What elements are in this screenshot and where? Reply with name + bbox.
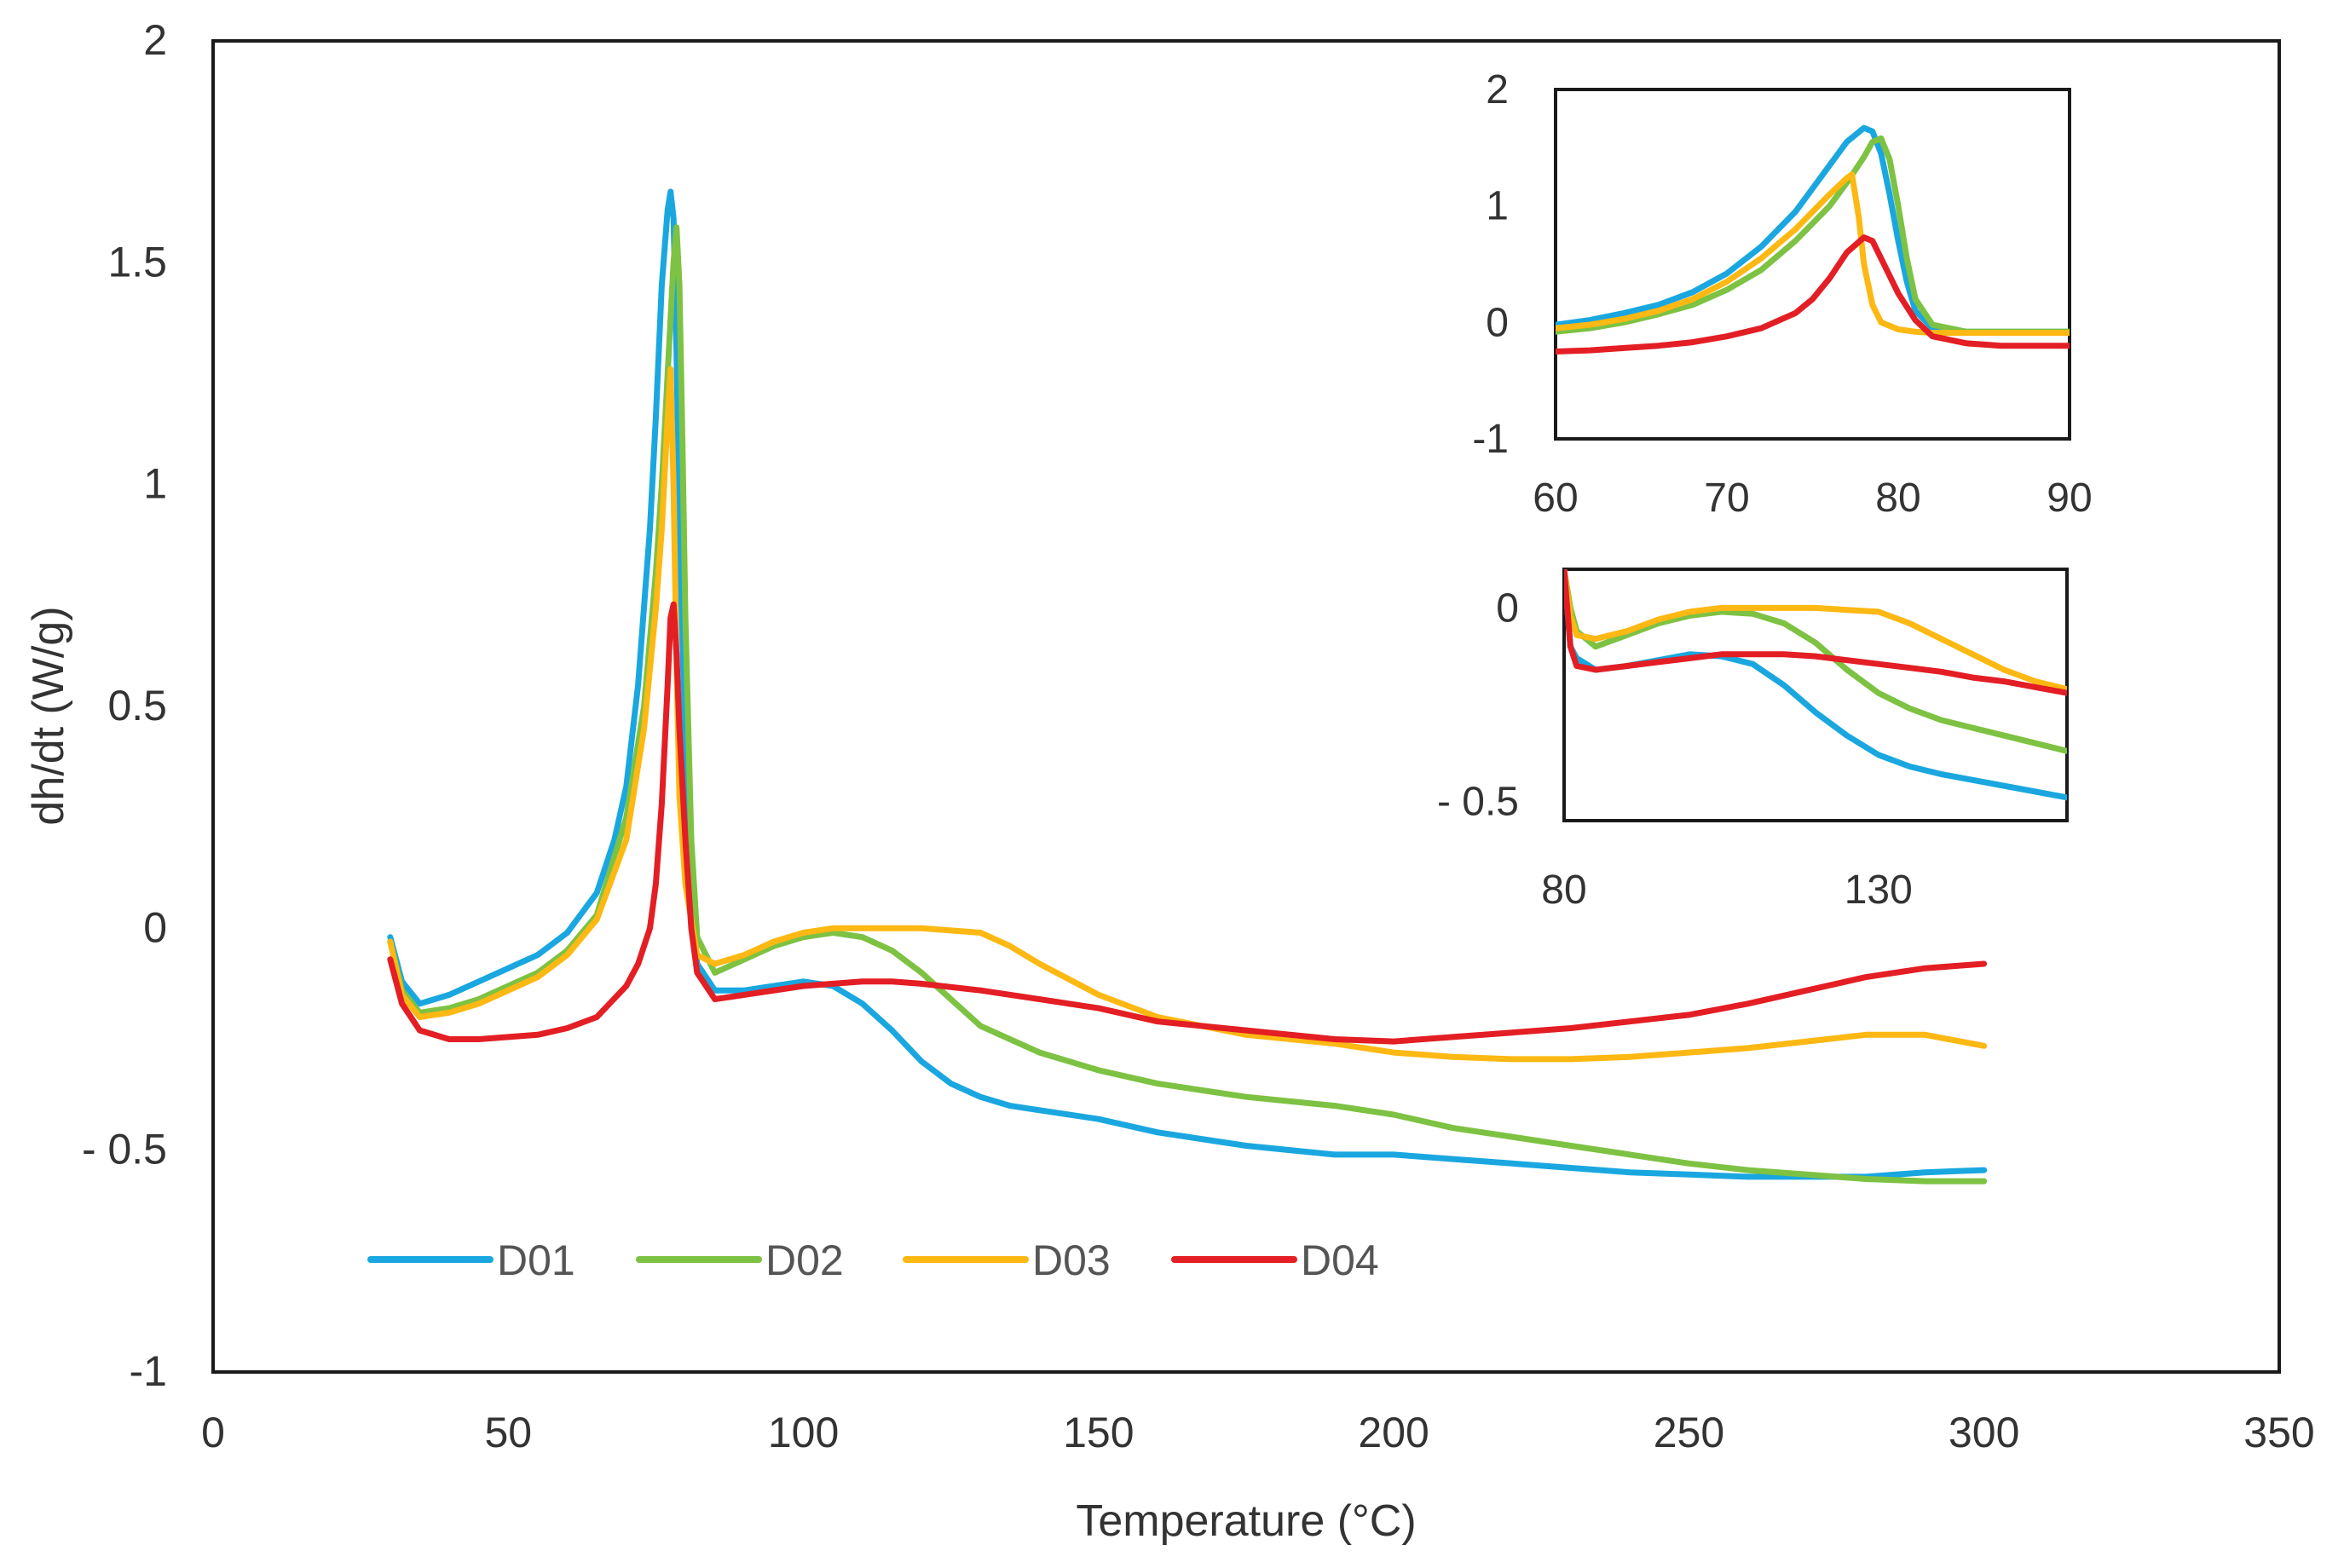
- inset-peak-y-tick-labels: -1 0 1 2: [1472, 67, 1509, 462]
- inset-tail-plot: 80 130 0 - 0.5: [1437, 568, 2069, 913]
- main-series-group: [387, 188, 1988, 1185]
- inset-tail-series-line-d04: [1564, 569, 2067, 696]
- main-x-tick-labels: 0 50 100 150 200 250 300 350: [201, 1409, 2315, 1456]
- main-x-tick-label: 0: [201, 1409, 225, 1456]
- main-plot-frame: [211, 39, 2281, 1374]
- inset-peak-y-tick-label: 0: [1486, 300, 1509, 345]
- inset-peak-x-tick-label: 60: [1533, 476, 1578, 521]
- inset-tail-y-tick-label: 0: [1496, 585, 1519, 631]
- legend-label-d02: D02: [765, 1237, 844, 1284]
- main-y-tick-label: 1.5: [107, 238, 167, 285]
- main-y-tick-label: - 0.5: [82, 1126, 167, 1173]
- inset-tail-x-tick-labels: 80 130: [1541, 868, 1912, 913]
- legend: D01 D02 D03 D04: [367, 1237, 1379, 1284]
- main-x-tick-label: 200: [1358, 1409, 1429, 1456]
- x-axis-title: Temperature (°C): [1076, 1496, 1416, 1546]
- main-x-tick-label: 300: [1949, 1409, 2019, 1456]
- main-y-tick-label: 0: [143, 903, 167, 951]
- main-x-tick-label: 350: [2243, 1409, 2314, 1456]
- inset-peak-series-line-d03: [1556, 171, 2070, 337]
- inset-tail-x-tick-label: 130: [1845, 868, 1913, 913]
- main-y-tick-label: -1: [130, 1347, 167, 1395]
- main-y-tick-label: 0.5: [107, 682, 167, 729]
- inset-peak-x-tick-label: 70: [1704, 476, 1749, 521]
- main-series-line-d04: [387, 601, 1988, 1045]
- inset-tail-x-tick-label: 80: [1541, 868, 1586, 913]
- inset-peak-x-tick-label: 80: [1875, 476, 1920, 521]
- main-y-tick-labels: -1 - 0.5 0 0.5 1 1.5 2: [82, 16, 167, 1395]
- inset-peak-x-tick-labels: 60 70 80 90: [1533, 476, 2092, 521]
- inset-peak-series-line-d02: [1556, 135, 2070, 335]
- inset-tail-series-group: [1564, 569, 2067, 801]
- inset-peak-series-group: [1556, 124, 2070, 355]
- main-x-tick-label: 100: [768, 1409, 839, 1456]
- main-x-tick-label: 250: [1654, 1409, 1724, 1456]
- inset-peak-y-tick-label: 1: [1486, 184, 1509, 229]
- main-x-tick-label: 150: [1063, 1409, 1134, 1456]
- main-plot: 0 50 100 150 200 250 300 350 -1- 0.500.511.52 T…: [24, 16, 2315, 1546]
- inset-tail-y-tick-label: - 0.5: [1437, 779, 1519, 824]
- inset-peak-y-tick-label: -1: [1472, 417, 1509, 462]
- main-series-line-d01: [387, 188, 1988, 1180]
- inset-peak-y-tick-label: 2: [1486, 67, 1509, 112]
- inset-peak-frame: [1554, 88, 2071, 441]
- legend-label-d01: D01: [497, 1237, 575, 1284]
- main-y-tick-label: 2: [143, 16, 167, 64]
- inset-peak-plot: 60 70 80 90 -1 0 1 2: [1472, 67, 2092, 521]
- inset-peak-series-line-d04: [1556, 234, 2070, 355]
- y-axis-title: dh/dt (W/g): [24, 606, 73, 825]
- inset-tail-frame: [1562, 568, 2069, 822]
- main-series-line-d03: [387, 366, 1988, 1063]
- inset-tail-series-line-d02: [1564, 569, 2067, 754]
- main-y-tick-label: 1: [143, 460, 167, 508]
- legend-label-d03: D03: [1032, 1237, 1111, 1284]
- legend-label-d04: D04: [1301, 1237, 1379, 1284]
- inset-tail-y-tick-labels: 0 - 0.5: [1437, 585, 1519, 824]
- inset-peak-x-tick-label: 90: [2047, 476, 2092, 521]
- main-x-tick-label: 50: [484, 1409, 532, 1456]
- inset-tail-series-line-d03: [1564, 569, 2067, 693]
